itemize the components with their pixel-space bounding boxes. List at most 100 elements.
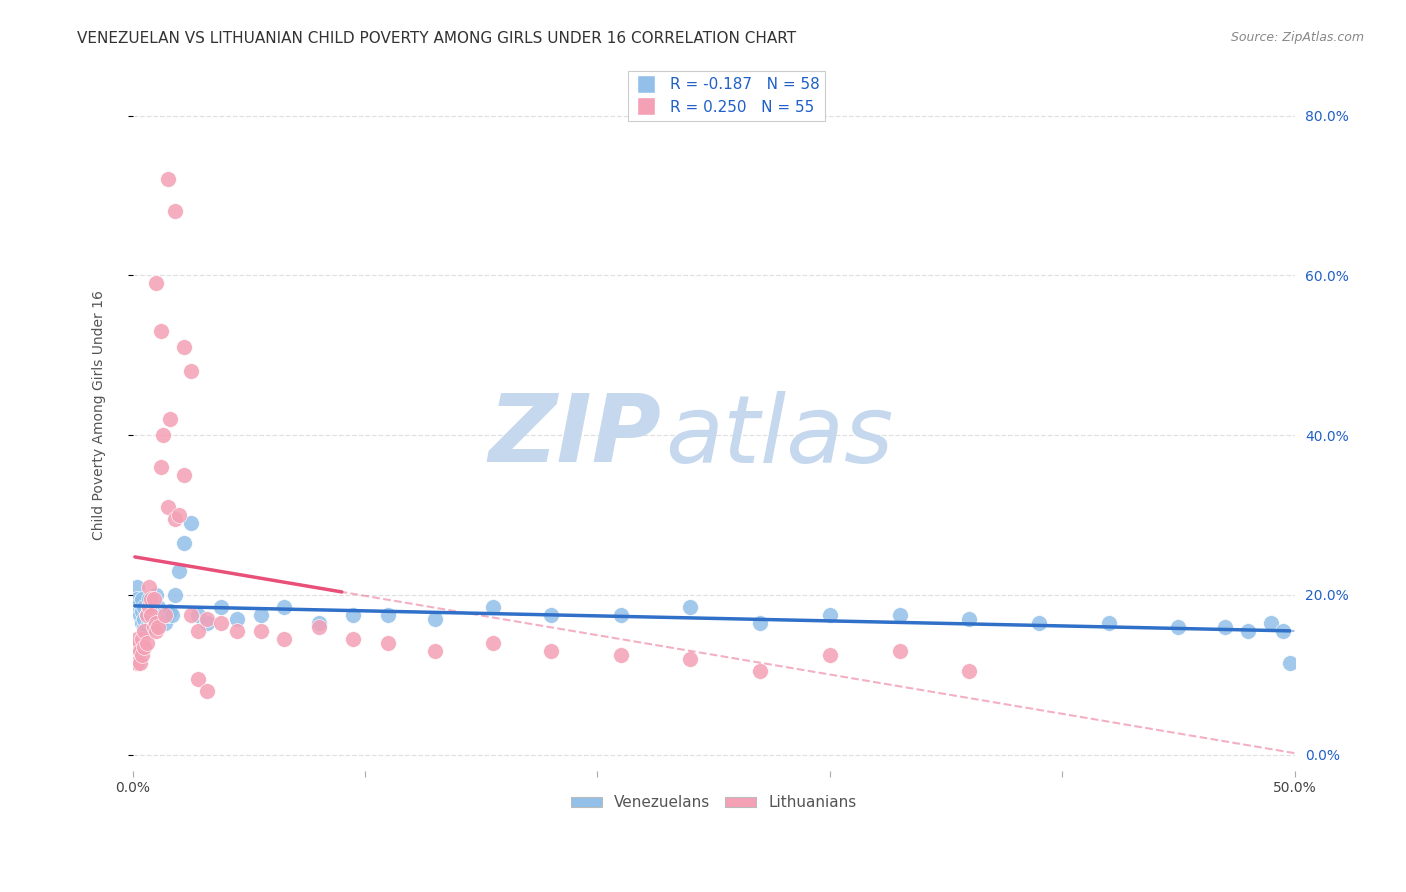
Point bbox=[377, 636, 399, 650]
Point bbox=[342, 607, 364, 622]
Point bbox=[152, 607, 174, 622]
Point bbox=[138, 591, 160, 606]
Point bbox=[131, 632, 153, 646]
Point bbox=[145, 588, 167, 602]
Point bbox=[128, 644, 150, 658]
Point bbox=[957, 664, 980, 678]
Point bbox=[145, 277, 167, 291]
Point bbox=[818, 648, 841, 662]
Point bbox=[195, 683, 218, 698]
Point bbox=[173, 536, 195, 550]
Point bbox=[308, 620, 330, 634]
Point bbox=[187, 607, 209, 622]
Point bbox=[187, 624, 209, 638]
Point bbox=[131, 604, 153, 618]
Point bbox=[134, 612, 156, 626]
Point bbox=[163, 512, 186, 526]
Point bbox=[127, 591, 149, 606]
Point bbox=[135, 620, 157, 634]
Point bbox=[226, 612, 249, 626]
Point bbox=[167, 508, 190, 522]
Point bbox=[679, 599, 702, 614]
Point bbox=[141, 615, 163, 630]
Point bbox=[482, 636, 505, 650]
Text: VENEZUELAN VS LITHUANIAN CHILD POVERTY AMONG GIRLS UNDER 16 CORRELATION CHART: VENEZUELAN VS LITHUANIAN CHILD POVERTY A… bbox=[77, 31, 796, 46]
Point bbox=[128, 607, 150, 622]
Point bbox=[131, 615, 153, 630]
Point bbox=[152, 428, 174, 442]
Point bbox=[1098, 615, 1121, 630]
Point bbox=[173, 340, 195, 354]
Point bbox=[423, 644, 446, 658]
Point bbox=[145, 624, 167, 638]
Text: Source: ZipAtlas.com: Source: ZipAtlas.com bbox=[1230, 31, 1364, 45]
Point bbox=[180, 516, 202, 530]
Point bbox=[142, 620, 165, 634]
Point bbox=[273, 632, 295, 646]
Point bbox=[540, 607, 562, 622]
Point bbox=[187, 672, 209, 686]
Point bbox=[423, 612, 446, 626]
Point bbox=[1237, 624, 1260, 638]
Point bbox=[889, 644, 911, 658]
Point bbox=[135, 607, 157, 622]
Point bbox=[128, 656, 150, 670]
Point bbox=[167, 564, 190, 578]
Point bbox=[609, 607, 631, 622]
Point bbox=[209, 615, 232, 630]
Point bbox=[209, 599, 232, 614]
Point bbox=[149, 324, 172, 338]
Point bbox=[142, 620, 165, 634]
Point bbox=[124, 640, 146, 654]
Legend: Venezuelans, Lithuanians: Venezuelans, Lithuanians bbox=[565, 789, 862, 816]
Point bbox=[195, 615, 218, 630]
Point bbox=[308, 615, 330, 630]
Point bbox=[180, 607, 202, 622]
Point bbox=[156, 607, 179, 622]
Point bbox=[749, 664, 772, 678]
Point bbox=[226, 624, 249, 638]
Point bbox=[1028, 615, 1050, 630]
Point bbox=[156, 500, 179, 514]
Point bbox=[156, 172, 179, 186]
Point bbox=[609, 648, 631, 662]
Point bbox=[155, 607, 177, 622]
Point bbox=[180, 364, 202, 378]
Point bbox=[148, 599, 170, 614]
Point bbox=[163, 204, 186, 219]
Point bbox=[1260, 615, 1282, 630]
Point bbox=[540, 644, 562, 658]
Point bbox=[163, 588, 186, 602]
Point bbox=[249, 607, 271, 622]
Point bbox=[1278, 656, 1301, 670]
Point bbox=[159, 412, 181, 426]
Point bbox=[249, 624, 271, 638]
Point bbox=[155, 615, 177, 630]
Point bbox=[135, 607, 157, 622]
Text: atlas: atlas bbox=[665, 391, 893, 482]
Point bbox=[134, 599, 156, 614]
Y-axis label: Child Poverty Among Girls Under 16: Child Poverty Among Girls Under 16 bbox=[93, 290, 107, 540]
Point bbox=[1167, 620, 1189, 634]
Point bbox=[134, 624, 156, 638]
Point bbox=[749, 615, 772, 630]
Text: ZIP: ZIP bbox=[488, 391, 661, 483]
Point bbox=[679, 652, 702, 666]
Point bbox=[141, 607, 163, 622]
Point bbox=[142, 596, 165, 610]
Point bbox=[135, 636, 157, 650]
Point bbox=[482, 599, 505, 614]
Point bbox=[145, 607, 167, 622]
Point bbox=[149, 612, 172, 626]
Point bbox=[342, 632, 364, 646]
Point bbox=[818, 607, 841, 622]
Point bbox=[138, 599, 160, 614]
Point bbox=[127, 580, 149, 594]
Point bbox=[173, 468, 195, 483]
Point bbox=[134, 640, 156, 654]
Point bbox=[195, 612, 218, 626]
Point bbox=[124, 599, 146, 614]
Point bbox=[138, 599, 160, 614]
Point bbox=[159, 604, 181, 618]
Point bbox=[273, 599, 295, 614]
